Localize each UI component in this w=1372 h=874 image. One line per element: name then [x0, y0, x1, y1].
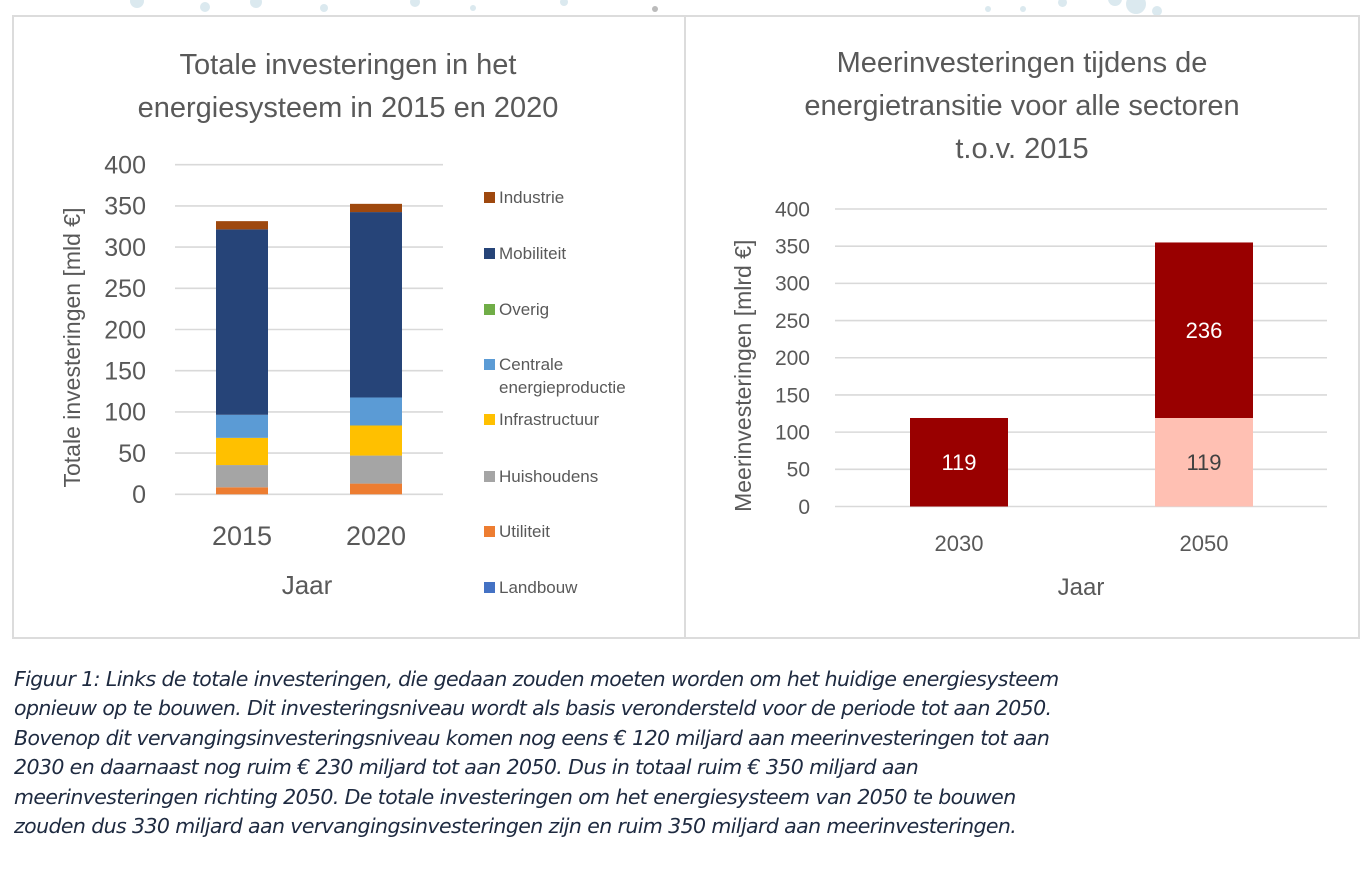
figure-caption: Figuur 1: Links de totale investeringen,…	[14, 665, 1364, 841]
y-axis-label: Totale investeringen [mld €]	[59, 208, 85, 488]
bar-segment-huishoudens	[216, 465, 268, 488]
charts-canvas: Totale investeringen in het energiesystee…	[59, 47, 1327, 601]
legend-label: Mobiliteit	[499, 244, 566, 263]
x-axis-label: Jaar	[282, 570, 333, 600]
bar-segment-huishoudens	[350, 455, 402, 484]
y-tick-label: 150	[104, 357, 146, 385]
bar-segment-infrastructuur	[216, 437, 268, 466]
y-tick-label: 100	[775, 421, 810, 444]
data-label: 236	[1186, 318, 1223, 343]
chart-title-line: Totale investeringen in het	[180, 49, 517, 81]
caption-line: opnieuw op te bouwen. Dit investeringsni…	[14, 696, 1052, 721]
y-tick-label: 300	[775, 273, 810, 296]
chart-title-line: energiesysteem in 2015 en 2020	[138, 92, 559, 124]
legend-swatch	[484, 248, 495, 259]
y-tick-label: 250	[775, 310, 810, 333]
y-tick-label: 0	[798, 496, 810, 519]
bar-segment-2030-2050	[1155, 242, 1253, 418]
bar-segment-infrastructuur	[350, 425, 402, 456]
chart-title-line: t.o.v. 2015	[955, 133, 1088, 165]
y-tick-label: 300	[104, 234, 146, 262]
y-tick-label: 50	[118, 440, 146, 468]
y-tick-label: 400	[775, 198, 810, 221]
caption-line: 2030 en daarnaast nog ruim € 230 miljard…	[14, 755, 919, 780]
left-chart-panel	[12, 15, 684, 639]
x-tick-label: 2030	[935, 531, 984, 556]
legend-swatch	[484, 526, 495, 537]
bar-segment-industrie	[350, 203, 402, 213]
x-tick-label: 2020	[346, 521, 406, 551]
legend-label: energieproductie	[499, 378, 626, 397]
legend-swatch	[484, 304, 495, 315]
bar-segment-utiliteit	[216, 487, 268, 495]
chart-title-line: Meerinvesteringen tijdens de	[837, 47, 1208, 79]
legend-label: Overig	[499, 300, 549, 319]
legend-label: Infrastructuur	[499, 410, 599, 429]
legend-swatch	[484, 192, 495, 203]
y-axis-label: Meerinvesteringen [mlrd €]	[730, 240, 756, 512]
bar-segment-mobiliteit	[216, 229, 268, 415]
y-tick-label: 350	[104, 193, 146, 221]
caption-line: meerinvesteringen richting 2050. De tota…	[14, 784, 1016, 809]
bar-segment-tot-2030	[910, 417, 1008, 507]
bar-segment-centrale-energieproductie	[216, 414, 268, 438]
y-tick-label: 50	[787, 459, 810, 482]
y-tick-label: 350	[775, 236, 810, 259]
data-label: 119	[1186, 450, 1221, 475]
chart-title-line: energietransitie voor alle sectoren	[804, 90, 1239, 122]
bar-segment-industrie	[216, 221, 268, 230]
caption-line: Figuur 1: Links de totale investeringen,…	[14, 667, 1059, 691]
bar-segment-tot-2030	[1155, 417, 1253, 507]
x-axis-label: Jaar	[1058, 574, 1105, 601]
y-tick-label: 100	[104, 399, 146, 427]
y-tick-label: 0	[132, 481, 146, 509]
y-tick-label: 150	[775, 384, 810, 407]
y-tick-label: 400	[104, 151, 146, 179]
bar-segment-centrale-energieproductie	[350, 397, 402, 426]
bar-segment-utiliteit	[350, 483, 402, 495]
legend-swatch	[484, 582, 495, 593]
legend-swatch	[484, 359, 495, 370]
bar-segment-mobiliteit	[350, 212, 402, 398]
caption-line: zouden dus 330 miljard aan vervangingsin…	[14, 814, 1017, 839]
x-tick-label: 2050	[1180, 531, 1229, 556]
legend-swatch	[484, 471, 495, 482]
legend-label: Centrale	[499, 355, 563, 374]
legend-label: Utiliteit	[499, 522, 550, 541]
legend-label: Industrie	[499, 188, 564, 207]
x-tick-label: 2015	[212, 521, 272, 551]
y-tick-label: 250	[104, 275, 146, 303]
legend-swatch	[484, 414, 495, 425]
data-label: 119	[941, 450, 976, 475]
y-tick-label: 200	[104, 316, 146, 344]
caption-line: Bovenop dit vervangingsinvesteringsnivea…	[14, 725, 1050, 750]
legend-label: Landbouw	[499, 578, 578, 597]
legend-label: Huishoudens	[499, 467, 598, 486]
decorative-dots-strip	[0, 0, 1372, 16]
y-tick-label: 200	[775, 347, 810, 370]
